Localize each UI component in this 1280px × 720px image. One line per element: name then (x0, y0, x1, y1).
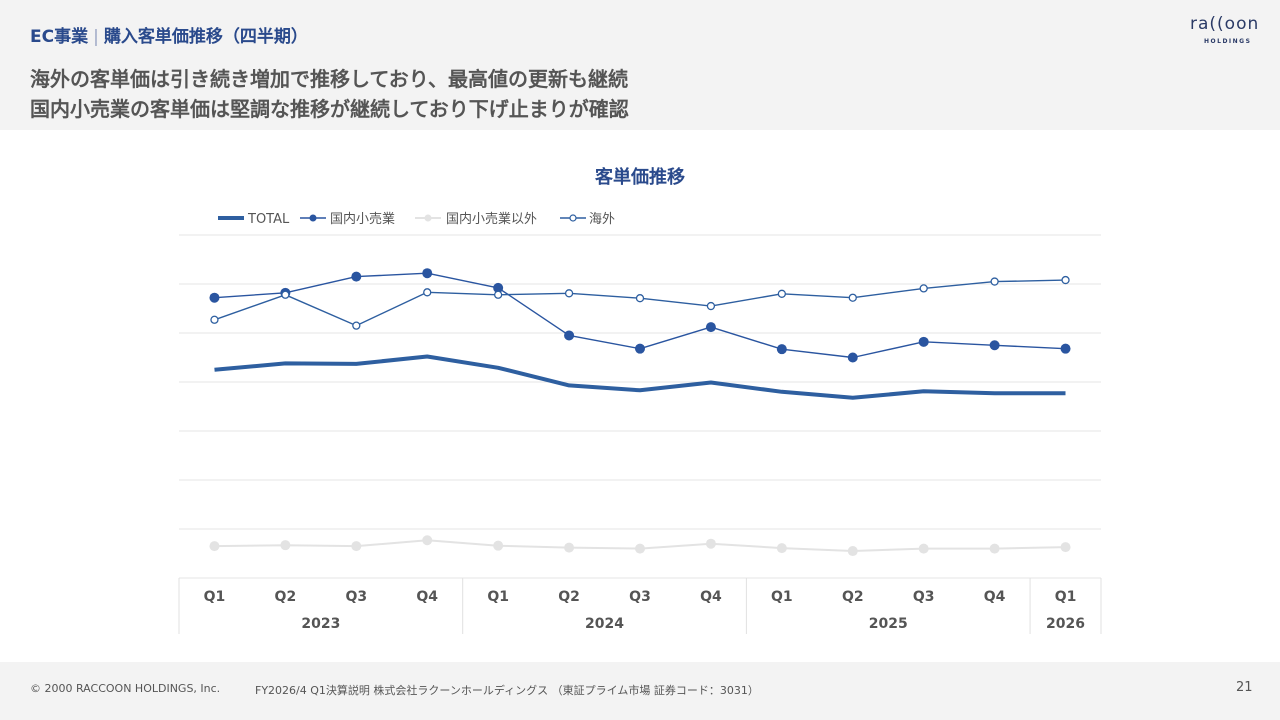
headline-line-2: 国内小売業の客単価は堅調な推移が継続しており下げ止まりが確認 (30, 97, 629, 121)
data-point (493, 540, 504, 551)
data-point (706, 301, 716, 311)
data-point (1060, 542, 1071, 553)
data-point (493, 282, 504, 293)
data-point (1061, 275, 1070, 285)
x-tick-label: Q3 (629, 589, 651, 605)
data-point (919, 284, 928, 293)
x-tick-label: Q1 (487, 589, 509, 605)
data-point (705, 538, 716, 549)
data-point (564, 542, 575, 553)
section-subtitle: 購入客単価推移（四半期） (103, 27, 308, 47)
section-title: EC事業 | 購入客単価推移（四半期） (30, 22, 308, 47)
series-line (214, 354, 1066, 400)
data-point (635, 294, 645, 303)
chart-title: 客単価推移 (595, 167, 685, 188)
data-point (990, 277, 999, 286)
data-point (494, 290, 503, 299)
data-point (564, 289, 574, 298)
series-line (214, 279, 1066, 327)
x-tick-label: Q4 (416, 589, 438, 605)
x-tick-label: Q2 (558, 589, 580, 605)
footer-document-info: FY2026/4 Q1決算説明 株式会社ラクーンホールディングス （東証プライム… (255, 684, 759, 697)
data-point (848, 293, 857, 302)
legend-marker (569, 214, 577, 222)
data-point (989, 543, 1000, 554)
headline: 海外の客単価は引き続き増加で推移しており、最高値の更新も継続 国内小売業の客単価… (30, 64, 629, 124)
data-point (635, 343, 645, 354)
headline-line-1: 海外の客単価は引き続き増加で推移しており、最高値の更新も継続 (30, 67, 628, 91)
data-point (209, 292, 220, 303)
legend-label: 海外 (589, 212, 615, 227)
x-tick-label: Q3 (345, 589, 367, 605)
x-tick-label: Q1 (1055, 589, 1077, 605)
page-number: 21 (1236, 680, 1253, 695)
header-band (0, 0, 1280, 130)
footer-band (0, 662, 1280, 720)
year-group-label: 2025 (869, 616, 908, 632)
data-point (422, 268, 433, 279)
data-point (705, 322, 716, 333)
data-point (564, 330, 575, 341)
data-point (777, 289, 786, 298)
data-point (776, 543, 787, 554)
data-point (352, 321, 361, 330)
data-point (776, 344, 787, 355)
x-tick-label: Q4 (984, 589, 1006, 605)
data-point (280, 540, 291, 551)
x-tick-label: Q4 (700, 589, 722, 605)
data-point (422, 535, 433, 546)
data-point (210, 315, 219, 324)
data-point (635, 543, 645, 554)
data-point (351, 541, 362, 552)
legend-label: 国内小売業 (330, 211, 395, 227)
data-point (209, 541, 220, 552)
footer-copyright: © 2000 RACCOON HOLDINGS, Inc. (30, 682, 221, 695)
data-point (281, 290, 290, 299)
legend-marker (424, 214, 432, 222)
legend-label: TOTAL (247, 212, 290, 227)
data-point (423, 288, 432, 297)
data-point (918, 543, 929, 554)
section-name: EC事業 (30, 27, 89, 47)
data-point (847, 352, 858, 363)
legend-marker (309, 214, 317, 222)
x-tick-label: Q2 (842, 589, 864, 605)
data-point (847, 546, 858, 557)
data-point (918, 336, 929, 347)
data-point (351, 271, 362, 282)
x-tick-label: Q2 (275, 589, 297, 605)
legend-label: 国内小売業以外 (446, 211, 537, 227)
year-group-label: 2024 (585, 616, 624, 632)
line-chart: Q1 Q2 Q3 Q4 Q1 Q2 Q3 Q4 Q1 Q2 Q3 Q4 Q1 2023 2024 2025 20… (178, 211, 1102, 634)
logo-wordmark: ra((oon (1190, 14, 1260, 34)
x-tick-label: Q1 (204, 589, 226, 605)
logo-subtext: HOLDINGS (1204, 38, 1252, 45)
x-tick-label: Q3 (913, 589, 935, 605)
title-separator: | (93, 27, 99, 47)
x-tick-label: Q1 (771, 589, 793, 605)
year-group-label: 2026 (1046, 616, 1085, 632)
company-logo: ra((oon HOLDINGS (1190, 14, 1262, 48)
data-point (1060, 343, 1071, 354)
data-point (989, 340, 1000, 351)
year-group-label: 2023 (301, 616, 340, 632)
